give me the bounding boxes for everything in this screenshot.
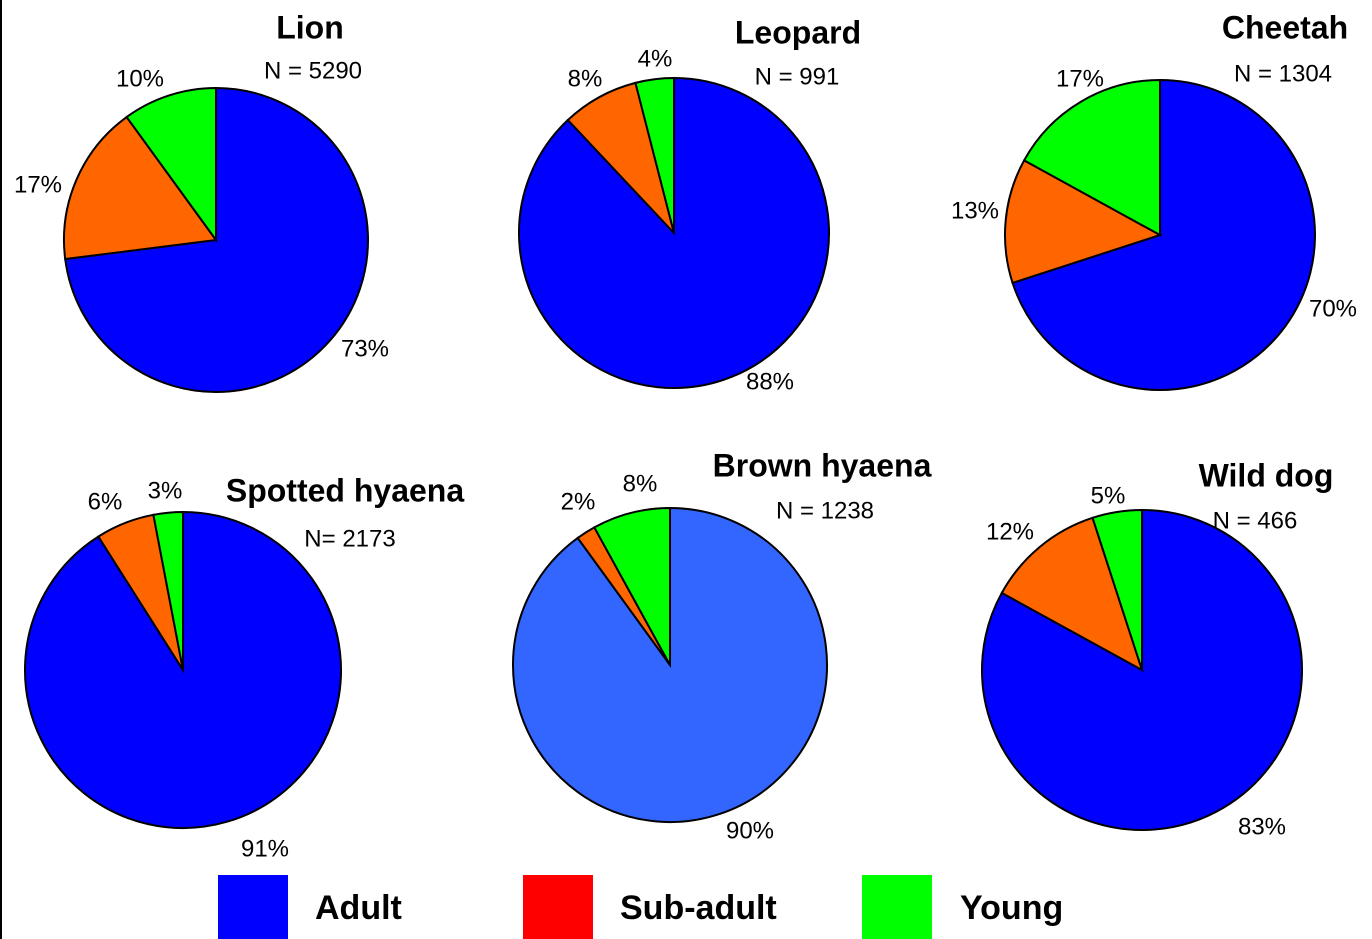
value-label: 90%	[726, 817, 774, 844]
pie-subtitle: N = 466	[1213, 507, 1298, 534]
value-label: 8%	[568, 65, 603, 92]
value-label: 8%	[623, 470, 658, 497]
value-label: 73%	[341, 335, 389, 362]
legend-swatch	[862, 875, 932, 939]
value-label: 2%	[561, 488, 596, 515]
legend-swatch	[523, 875, 593, 939]
value-label: 10%	[116, 65, 164, 92]
legend-label: Adult	[315, 889, 402, 927]
legend-label: Young	[960, 889, 1063, 927]
pie-title: Cheetah	[1222, 9, 1348, 45]
value-label: 70%	[1309, 295, 1357, 322]
pie-subtitle: N = 1304	[1234, 60, 1332, 87]
pie-subtitle: N = 1238	[776, 497, 874, 524]
value-label: 6%	[88, 488, 123, 515]
page: 73% 17% 10% Lion N = 5290 88% 8% 4% Leopard N = 9…	[0, 0, 1372, 939]
pie-subtitle: N = 991	[755, 63, 840, 90]
pie-subtitle: N = 5290	[264, 57, 362, 84]
pie-title: Wild dog	[1199, 457, 1334, 493]
value-label: 4%	[638, 45, 673, 72]
pie-title: Leopard	[735, 14, 861, 50]
value-label: 88%	[746, 368, 794, 395]
pie-title: Lion	[276, 9, 344, 45]
value-label: 17%	[1056, 65, 1104, 92]
value-label: 5%	[1091, 482, 1126, 509]
pie-subtitle: N= 2173	[304, 525, 395, 552]
legend-label: Sub-adult	[620, 889, 777, 927]
value-label: 91%	[241, 835, 289, 862]
value-label: 3%	[148, 477, 183, 504]
chart: 73% 17% 10% Lion N = 5290 88% 8% 4% Leopard N = 9…	[0, 0, 1372, 939]
value-label: 83%	[1238, 813, 1286, 840]
value-label: 17%	[14, 171, 62, 198]
pie-title: Spotted hyaena	[226, 472, 464, 508]
legend-swatch	[218, 875, 288, 939]
value-label: 12%	[986, 518, 1034, 545]
pie-title: Brown hyaena	[713, 447, 932, 483]
value-label: 13%	[951, 197, 999, 224]
